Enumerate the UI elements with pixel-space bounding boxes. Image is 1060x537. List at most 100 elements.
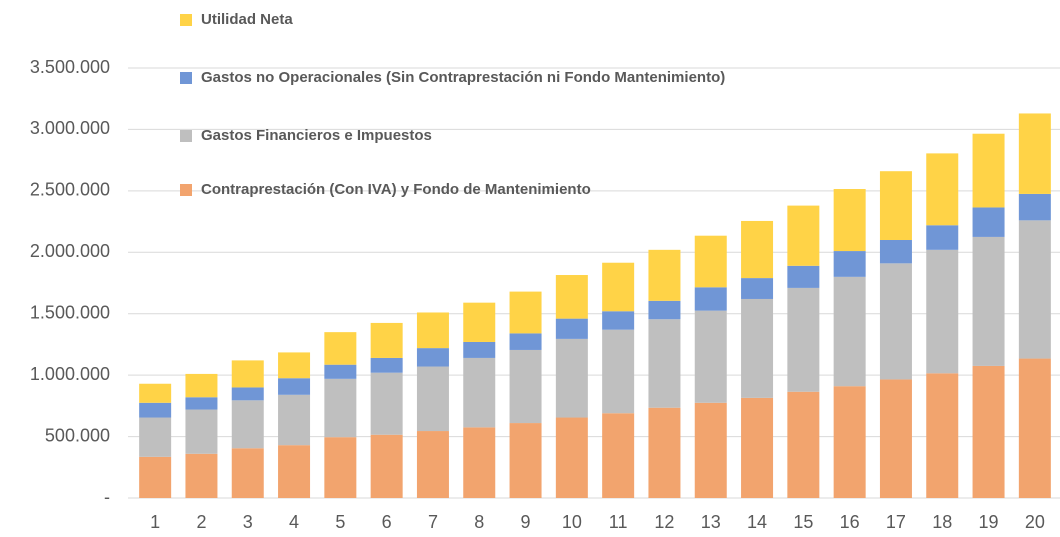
bar-segment (972, 365, 1005, 498)
bar-segment (509, 349, 542, 424)
bar-segment (926, 373, 959, 498)
bar-segment (555, 417, 588, 498)
bar-segment (463, 341, 496, 358)
bar-segment (1018, 193, 1051, 221)
x-tick-label: 3 (243, 512, 253, 532)
y-tick-label: 3.000.000 (30, 118, 110, 138)
y-tick-label: 2.000.000 (30, 241, 110, 261)
legend-swatch (180, 184, 192, 196)
y-tick-label: 500.000 (45, 425, 110, 445)
bar-segment (926, 225, 959, 250)
legend-swatch (180, 130, 192, 142)
x-tick-label: 9 (521, 512, 531, 532)
legend-label: Gastos no Operacionales (Sin Contraprest… (201, 69, 725, 86)
x-tick-label: 5 (335, 512, 345, 532)
x-tick-label: 17 (886, 512, 906, 532)
bar-segment (139, 456, 172, 498)
x-tick-label: 11 (609, 512, 628, 532)
bar-segment (833, 189, 866, 252)
bar-segment (370, 434, 403, 498)
x-tick-label: 12 (654, 512, 674, 532)
bar-segment (972, 236, 1005, 366)
bar-segment (741, 220, 774, 279)
bar-segment (555, 318, 588, 339)
x-tick-label: 7 (428, 512, 438, 532)
bar-segment (879, 171, 912, 240)
bar-segment (139, 417, 172, 457)
bar-segment (509, 291, 542, 334)
bar-segment (370, 372, 403, 435)
legend-label: Utilidad Neta (201, 11, 293, 28)
bar-segment (972, 207, 1005, 237)
bar-segment (324, 378, 357, 438)
bar-segment (416, 312, 449, 349)
x-tick-label: 2 (196, 512, 206, 532)
bar-segment (278, 445, 311, 498)
bar-segment (370, 357, 403, 373)
bar-segment (602, 311, 635, 330)
y-tick-label: 3.500.000 (30, 57, 110, 77)
bar-segment (509, 423, 542, 498)
bar-segment (555, 275, 588, 319)
x-tick-label: 13 (701, 512, 721, 532)
bar-segment (926, 153, 959, 226)
bar-segment (694, 287, 727, 311)
bar-segment (231, 400, 264, 449)
bar-segment (741, 298, 774, 398)
bar-segment (324, 437, 357, 498)
bar-segment (278, 378, 311, 395)
bar-segment (879, 240, 912, 264)
bar-segment (185, 373, 218, 398)
bar-segment (139, 383, 172, 403)
bar-segment (648, 407, 681, 498)
bar-segment (602, 329, 635, 414)
bar-segment (787, 287, 820, 392)
bar-segment (833, 251, 866, 277)
bar-segment (694, 310, 727, 403)
bar-segment (555, 338, 588, 418)
bar-segment (463, 302, 496, 342)
x-tick-label: 16 (840, 512, 860, 532)
x-tick-label: 1 (150, 512, 160, 532)
bar-segment (185, 453, 218, 498)
bar-segment (648, 300, 681, 320)
bar-segment (972, 133, 1005, 208)
bar-segment (324, 332, 357, 365)
bar-segment (1018, 113, 1051, 194)
bar-segment (231, 360, 264, 388)
bar-segment (879, 263, 912, 380)
legend-swatch (180, 14, 192, 26)
bar-segment (324, 364, 357, 379)
bar-segment (416, 348, 449, 367)
y-tick-label: 1.500.000 (30, 302, 110, 322)
bar-segment (741, 278, 774, 299)
bar-segment (278, 394, 311, 446)
bar-segment (833, 386, 866, 498)
x-tick-label: 10 (562, 512, 582, 532)
bar-segment (463, 357, 496, 428)
bar-segment (602, 413, 635, 498)
legend-swatch (180, 72, 192, 84)
x-tick-label: 15 (793, 512, 813, 532)
legend-label: Contraprestación (Con IVA) y Fondo de Ma… (201, 181, 591, 198)
bar-segment (416, 366, 449, 432)
bar-segment (509, 333, 542, 350)
y-tick-label: 2.500.000 (30, 180, 110, 200)
bar-segment (602, 262, 635, 312)
x-tick-label: 19 (979, 512, 999, 532)
x-tick-label: 18 (932, 512, 952, 532)
bar-segment (879, 379, 912, 498)
y-tick-label: - (104, 487, 110, 507)
x-tick-label: 6 (382, 512, 392, 532)
bar-segment (926, 249, 959, 374)
bar-segment (787, 205, 820, 266)
bar-segment (185, 409, 218, 454)
bar-segment (416, 431, 449, 498)
bar-segment (1018, 220, 1051, 359)
bar-segment (370, 322, 403, 358)
bar-segment (139, 402, 172, 418)
bar-segment (648, 249, 681, 301)
bar-segment (278, 352, 311, 379)
bar-segment (694, 402, 727, 498)
y-tick-label: 1.000.000 (30, 364, 110, 384)
